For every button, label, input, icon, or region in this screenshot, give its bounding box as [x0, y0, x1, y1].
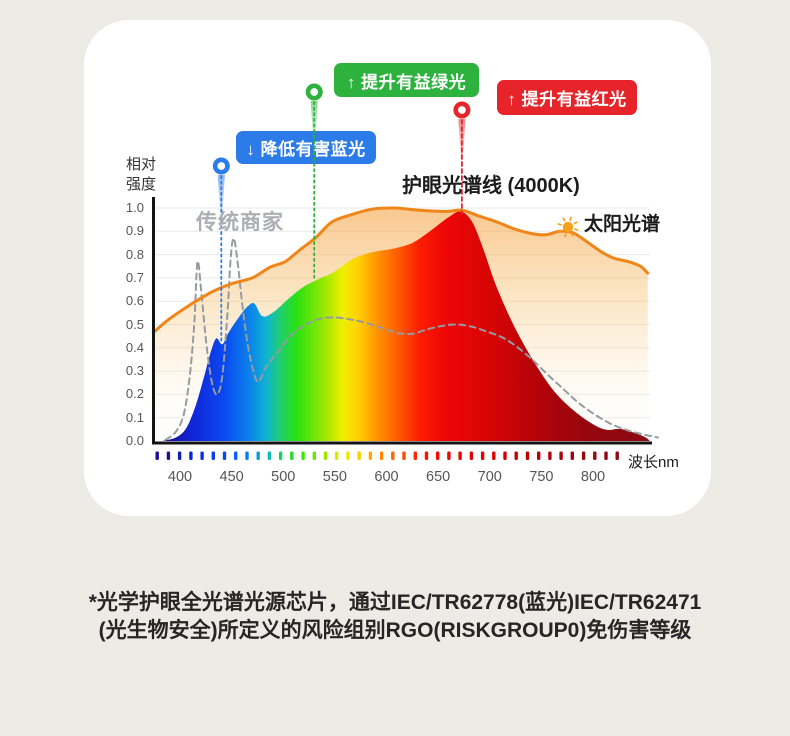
wavelength-tick	[368, 451, 373, 460]
traditional-vendor-label: 传统商家	[196, 211, 284, 234]
y-tick-label: 0.5	[125, 316, 144, 332]
badge-reduce-blue-light: ↓ 降低有害蓝光	[236, 131, 376, 164]
badge-boost-green-light: ↑ 提升有益绿光	[334, 63, 479, 97]
wavelength-tick	[346, 451, 350, 460]
wavelength-tick	[323, 451, 328, 460]
eye-protection-spectrum-area	[162, 211, 650, 441]
footer-line-1: *光学护眼全光谱光源芯片，通过IEC/TR62778(蓝光)IEC/TR6247…	[88, 591, 702, 614]
x-tick-label: 550	[322, 469, 347, 485]
y-tick-label: 0.3	[125, 363, 144, 379]
green-pin-beam	[310, 101, 318, 154]
blue-pin-icon	[212, 157, 230, 175]
wavelength-tick	[604, 451, 608, 460]
wavelength-tick	[278, 451, 283, 460]
wavelength-tick	[581, 451, 586, 460]
wavelength-tick	[537, 451, 541, 460]
x-tick-label: 650	[426, 469, 451, 485]
wavelength-tick	[436, 451, 440, 460]
footer-line-2: (光生物安全)所定义的风险组别RGO(RISKGROUP0)免伤害等级	[98, 619, 692, 642]
traditional-vendor-dashed-line	[164, 237, 659, 441]
x-tick-label: 400	[167, 469, 193, 485]
wavelength-tick	[413, 451, 417, 460]
wavelength-tick	[548, 451, 552, 460]
wavelength-tick	[447, 451, 451, 460]
badge-boost-red-light: ↑ 提升有益红光	[497, 80, 637, 115]
wavelength-tick	[402, 451, 406, 460]
wavelength-tick	[245, 451, 249, 460]
solar-spectrum-label: 太阳光谱	[584, 214, 661, 235]
wavelength-tick	[357, 451, 361, 460]
wavelength-tick	[503, 451, 507, 460]
y-tick-label: 0.4	[125, 339, 144, 355]
wavelength-tick	[312, 451, 316, 460]
y-tick-label: 0.1	[125, 409, 144, 425]
wavelength-tick	[514, 451, 518, 460]
wavelength-tick	[458, 451, 462, 460]
wavelength-tick	[525, 451, 530, 460]
wavelength-tick	[155, 451, 159, 460]
wavelength-tick	[593, 451, 597, 460]
wavelength-tick	[559, 451, 563, 460]
y-tick-label: 0.9	[125, 223, 144, 239]
wavelength-tick	[492, 451, 496, 460]
wavelength-tick	[480, 451, 485, 460]
blue-pin-beam	[217, 175, 225, 228]
wavelength-tick	[256, 451, 260, 460]
wavelength-tick	[615, 451, 619, 460]
wavelength-tick	[189, 451, 193, 460]
blue-pin-marker	[212, 157, 230, 342]
x-tick-label: 500	[271, 469, 296, 485]
y-axis-title-line1: 相对	[126, 156, 157, 173]
wavelength-tick	[177, 451, 182, 460]
red-pin-beam	[458, 119, 466, 172]
y-tick-label: 0.7	[125, 269, 144, 285]
wavelength-tick	[290, 451, 294, 460]
x-tick-label: 800	[580, 469, 606, 485]
wavelength-tick-strip	[155, 451, 619, 460]
x-tick-label: 750	[529, 469, 554, 485]
x-tick-label: 700	[477, 469, 502, 485]
green-pin-marker	[305, 83, 323, 281]
wavelength-tick	[200, 451, 204, 460]
wavelength-tick	[379, 451, 384, 460]
red-pin-icon	[453, 101, 471, 119]
wavelength-tick	[570, 451, 574, 460]
wavelength-tick	[234, 451, 238, 460]
sun-icon	[557, 216, 579, 238]
y-axis-title-line2: 强度	[126, 176, 157, 194]
y-tick-label: 0.2	[125, 386, 144, 402]
wavelength-tick	[301, 451, 305, 460]
wavelength-tick	[211, 451, 215, 460]
y-tick-label: 0.8	[125, 246, 144, 262]
x-tick-label: 600	[374, 469, 399, 485]
wavelength-tick	[166, 451, 171, 460]
y-tick-label: 0.6	[125, 293, 144, 309]
x-tick-label: 450	[219, 469, 244, 485]
red-pin-marker	[453, 101, 471, 215]
x-axis-unit-label: 波长nm	[628, 454, 679, 471]
eye-protection-spectrum-title: 护眼光谱线 (4000K)	[402, 175, 580, 197]
wavelength-tick	[424, 451, 429, 460]
solar-spectrum-line	[151, 206, 650, 335]
wavelength-tick	[469, 451, 474, 460]
y-axis-title: 相对 强度	[126, 155, 156, 196]
wavelength-tick	[222, 451, 227, 460]
wavelength-tick	[267, 451, 272, 460]
green-pin-icon	[305, 83, 323, 101]
y-tick-label: 0.0	[125, 433, 144, 448]
footer-disclaimer: *光学护眼全光谱光源芯片，通过IEC/TR62778(蓝光)IEC/TR6247…	[0, 589, 790, 645]
wavelength-tick	[335, 451, 339, 460]
y-tick-label: 1.0	[125, 200, 144, 215]
wavelength-tick	[391, 451, 395, 460]
